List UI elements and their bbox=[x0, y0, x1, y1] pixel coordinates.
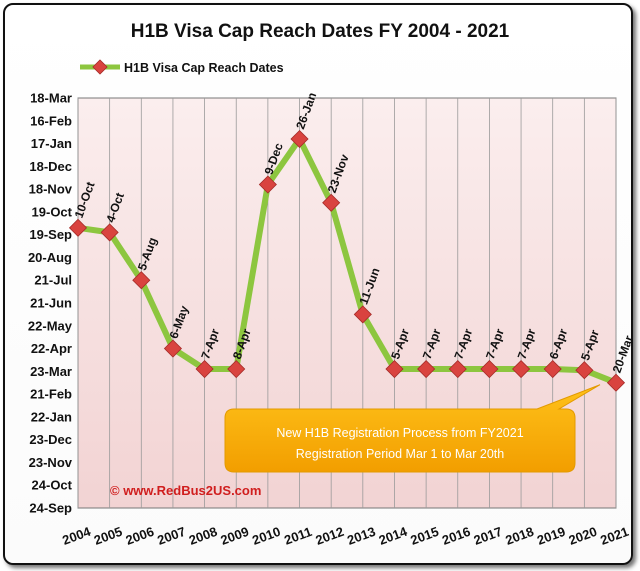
series-markers bbox=[68, 129, 626, 392]
y-tick-label: 18-Mar bbox=[30, 91, 72, 106]
data-point-marker bbox=[132, 271, 151, 290]
y-tick-label: 16-Feb bbox=[30, 113, 72, 128]
x-tick-label: 2011 bbox=[282, 524, 314, 548]
y-tick-label: 22-May bbox=[28, 318, 73, 333]
x-tick-label: 2013 bbox=[345, 524, 377, 548]
y-tick-label: 19-Sep bbox=[29, 227, 72, 242]
x-tick-label: 2017 bbox=[472, 524, 504, 548]
y-tick-label: 24-Oct bbox=[32, 478, 73, 493]
callout-line1: New H1B Registration Process from FY2021 bbox=[276, 426, 523, 440]
site-credit: © www.RedBus2US.com bbox=[110, 483, 261, 498]
data-point-marker bbox=[480, 360, 499, 379]
legend: H1B Visa Cap Reach Dates bbox=[80, 59, 284, 75]
data-point-marker bbox=[68, 218, 88, 237]
y-tick-label: 21-Jul bbox=[34, 273, 72, 288]
registration-callout: New H1B Registration Process from FY2021… bbox=[224, 384, 601, 473]
x-tick-label: 2009 bbox=[219, 524, 251, 548]
x-tick-label: 2018 bbox=[503, 524, 535, 548]
x-tick-label: 2010 bbox=[250, 524, 282, 548]
data-point-marker bbox=[575, 361, 594, 380]
x-tick-label: 2019 bbox=[535, 524, 567, 548]
y-tick-label: 22-Apr bbox=[31, 341, 72, 356]
x-tick-label: 2006 bbox=[124, 524, 156, 548]
y-tick-label: 18-Nov bbox=[29, 182, 73, 197]
y-tick-label: 23-Dec bbox=[29, 432, 72, 447]
y-tick-label: 17-Jan bbox=[31, 136, 72, 151]
x-tick-label: 2008 bbox=[187, 524, 219, 548]
y-tick-label: 21-Jun bbox=[30, 296, 72, 311]
y-tick-label: 21-Feb bbox=[30, 387, 72, 402]
x-tick-label: 2021 bbox=[598, 524, 630, 548]
y-tick-label: 24-Sep bbox=[29, 501, 72, 516]
x-tick-label: 2016 bbox=[440, 524, 472, 548]
y-tick-label: 23-Nov bbox=[29, 455, 73, 470]
y-tick-label: 22-Jan bbox=[31, 409, 72, 424]
y-tick-label: 20-Aug bbox=[28, 250, 72, 265]
data-point-marker bbox=[258, 175, 277, 194]
data-point-marker bbox=[353, 305, 372, 324]
x-tick-label: 2005 bbox=[92, 524, 124, 548]
x-tick-label: 2007 bbox=[155, 524, 187, 548]
y-tick-label: 23-Mar bbox=[30, 364, 72, 379]
x-tick-label: 2020 bbox=[567, 524, 599, 548]
x-tick-label: 2004 bbox=[60, 524, 93, 548]
x-tick-label: 2015 bbox=[408, 524, 440, 548]
data-point-marker bbox=[322, 193, 341, 212]
callout-line2: Registration Period Mar 1 to Mar 20th bbox=[296, 447, 504, 461]
data-point-marker bbox=[290, 129, 309, 149]
legend-marker bbox=[92, 59, 108, 75]
legend-label: H1B Visa Cap Reach Dates bbox=[124, 61, 284, 75]
data-point-marker bbox=[385, 360, 404, 379]
data-point-marker bbox=[227, 360, 246, 379]
data-point-marker bbox=[417, 360, 436, 379]
x-tick-label: 2014 bbox=[377, 524, 410, 548]
x-axis-ticks: 2004 2005 2006 2007 2008 2009 2010 2011 2012 2013… bbox=[60, 524, 630, 548]
chart-title: H1B Visa Cap Reach Dates FY 2004 - 2021 bbox=[131, 21, 510, 42]
data-point-marker bbox=[195, 360, 214, 379]
data-point-marker bbox=[512, 360, 531, 379]
y-axis-ticks: 18-Mar 16-Feb 17-Jan 18-Dec 18-Nov 19-Oct 19-S… bbox=[28, 91, 73, 516]
data-point-marker bbox=[543, 360, 562, 379]
data-point-marker bbox=[448, 360, 467, 379]
callout-box bbox=[224, 384, 601, 473]
data-point-marker bbox=[100, 223, 119, 242]
y-tick-label: 18-Dec bbox=[29, 159, 72, 174]
y-tick-label: 19-Oct bbox=[32, 204, 73, 219]
x-tick-label: 2012 bbox=[313, 524, 345, 548]
data-point-marker bbox=[606, 373, 626, 392]
data-point-marker bbox=[163, 339, 182, 358]
